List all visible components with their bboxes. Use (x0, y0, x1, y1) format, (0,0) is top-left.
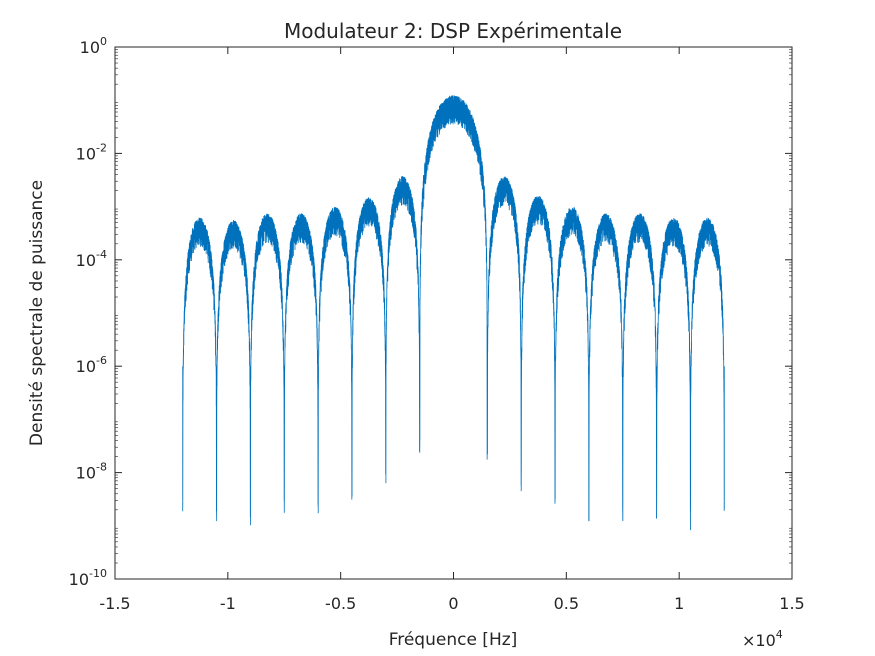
x-exponent-base: ×10 (742, 631, 776, 650)
y-tick-label: 10-8 (76, 461, 107, 483)
y-tick-base: 10 (69, 570, 89, 589)
y-tick-label: 10-10 (69, 567, 107, 589)
plot-area (115, 47, 792, 579)
y-tick-label: 10-4 (76, 248, 107, 270)
x-tick-label: -1.5 (99, 594, 130, 613)
x-tick-label: 0.5 (554, 594, 579, 613)
x-tick-label: 0 (448, 594, 458, 613)
x-tick-label: -0.5 (325, 594, 356, 613)
y-tick-base: 10 (80, 38, 100, 57)
y-axis-label: Densité spectrale de puissance (27, 180, 47, 446)
x-tick-label: 1 (674, 594, 684, 613)
y-tick-exponent: -2 (96, 141, 107, 154)
axes-layer: -1.5 -1 -0.5 0 0.5 1 1.510-1010-810-610-410-21… (69, 35, 805, 613)
x-axis-label: Fréquence [Hz] (389, 630, 518, 650)
y-tick-exponent: -8 (96, 461, 107, 474)
chart-title: Modulateur 2: DSP Expérimentale (284, 19, 622, 43)
y-tick-label: 100 (80, 35, 107, 57)
y-tick-base: 10 (76, 251, 96, 270)
y-tick-exponent: -4 (96, 248, 107, 261)
y-tick-base: 10 (76, 144, 96, 163)
y-tick-exponent: -10 (89, 567, 107, 580)
x-exponent-power: 4 (776, 628, 783, 641)
y-tick-base: 10 (76, 357, 96, 376)
x-tick-label: 1.5 (779, 594, 804, 613)
x-tick-label: -1 (220, 594, 236, 613)
series-layer (182, 95, 725, 531)
y-tick-exponent: -6 (96, 354, 107, 367)
x-exponent-label: ×104 (742, 628, 783, 650)
y-tick-base: 10 (76, 464, 96, 483)
y-tick-label: 10-2 (76, 141, 107, 163)
y-tick-label: 10-6 (76, 354, 107, 376)
y-tick-exponent: 0 (100, 35, 107, 48)
